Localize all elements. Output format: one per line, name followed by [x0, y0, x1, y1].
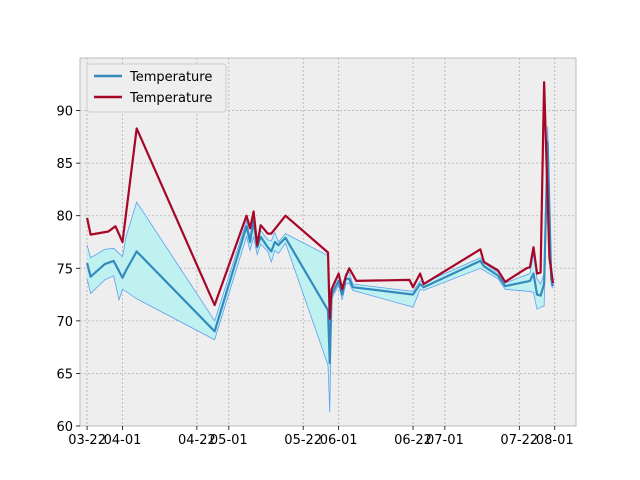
x-tick-label-6: 06-22 [394, 433, 432, 448]
band-fill [87, 126, 553, 413]
x-tick-label-2: 04-22 [178, 433, 216, 448]
x-tick-label-8: 07-22 [500, 433, 538, 448]
legend-label-max: Temperature [129, 91, 212, 106]
series-line-max [86, 81, 555, 320]
y-tick-label-1: 65 [56, 367, 73, 382]
series-lines [86, 81, 555, 365]
y-tick-label-3: 75 [56, 262, 73, 277]
x-tick-label-5: 06-01 [320, 433, 358, 448]
x-tick-label-4: 05-22 [284, 433, 322, 448]
legend-label-mean: Temperature [129, 70, 212, 85]
plot-frame [79, 57, 577, 427]
y-tick-label-5: 85 [56, 157, 73, 172]
y-tick-label-6: 90 [56, 105, 73, 120]
x-tick-label-0: 03-22 [68, 433, 106, 448]
x-tick-label-3: 05-01 [210, 433, 248, 448]
y-tick-label-2: 70 [56, 315, 73, 330]
legend: Temperature Temperature [86, 63, 227, 113]
y-tick-label-0: 60 [56, 420, 73, 435]
x-tick-label-9: 08-01 [536, 433, 574, 448]
y-tick-label-4: 80 [56, 210, 73, 225]
x-tick-label-1: 04-01 [104, 433, 142, 448]
x-tick-label-7: 07-01 [426, 433, 464, 448]
